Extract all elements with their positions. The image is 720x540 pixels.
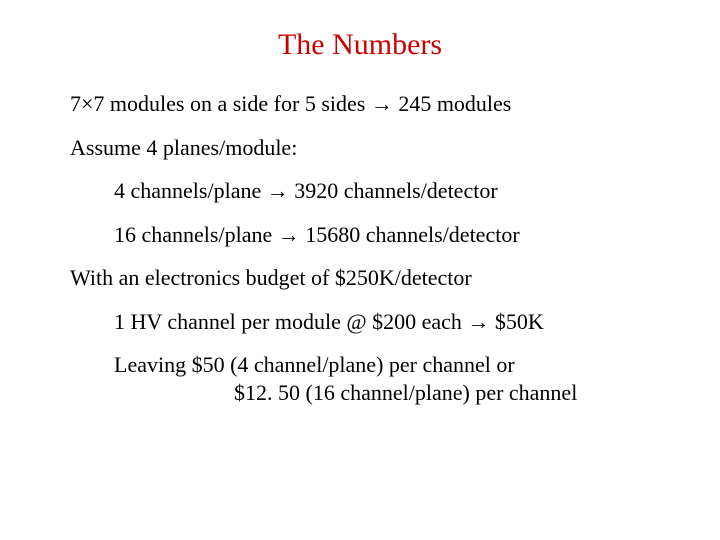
line-leaving-2: $12. 50 (16 channel/plane) per channel: [234, 379, 650, 407]
line-leaving: Leaving $50 (4 channel/plane) per channe…: [114, 351, 650, 406]
line-leaving-1: Leaving $50 (4 channel/plane) per channe…: [114, 351, 650, 379]
slide-title: The Numbers: [70, 28, 650, 62]
line-budget: With an electronics budget of $250K/dete…: [70, 264, 650, 292]
line-16channels: 16 channels/plane → 15680 channels/detec…: [114, 221, 650, 249]
line-hv: 1 HV channel per module @ $200 each → $5…: [114, 308, 650, 336]
line-4channels: 4 channels/plane → 3920 channels/detecto…: [114, 177, 650, 205]
slide: The Numbers 7×7 modules on a side for 5 …: [0, 0, 720, 540]
line-assume: Assume 4 planes/module:: [70, 134, 650, 162]
line-modules: 7×7 modules on a side for 5 sides → 245 …: [70, 90, 650, 118]
